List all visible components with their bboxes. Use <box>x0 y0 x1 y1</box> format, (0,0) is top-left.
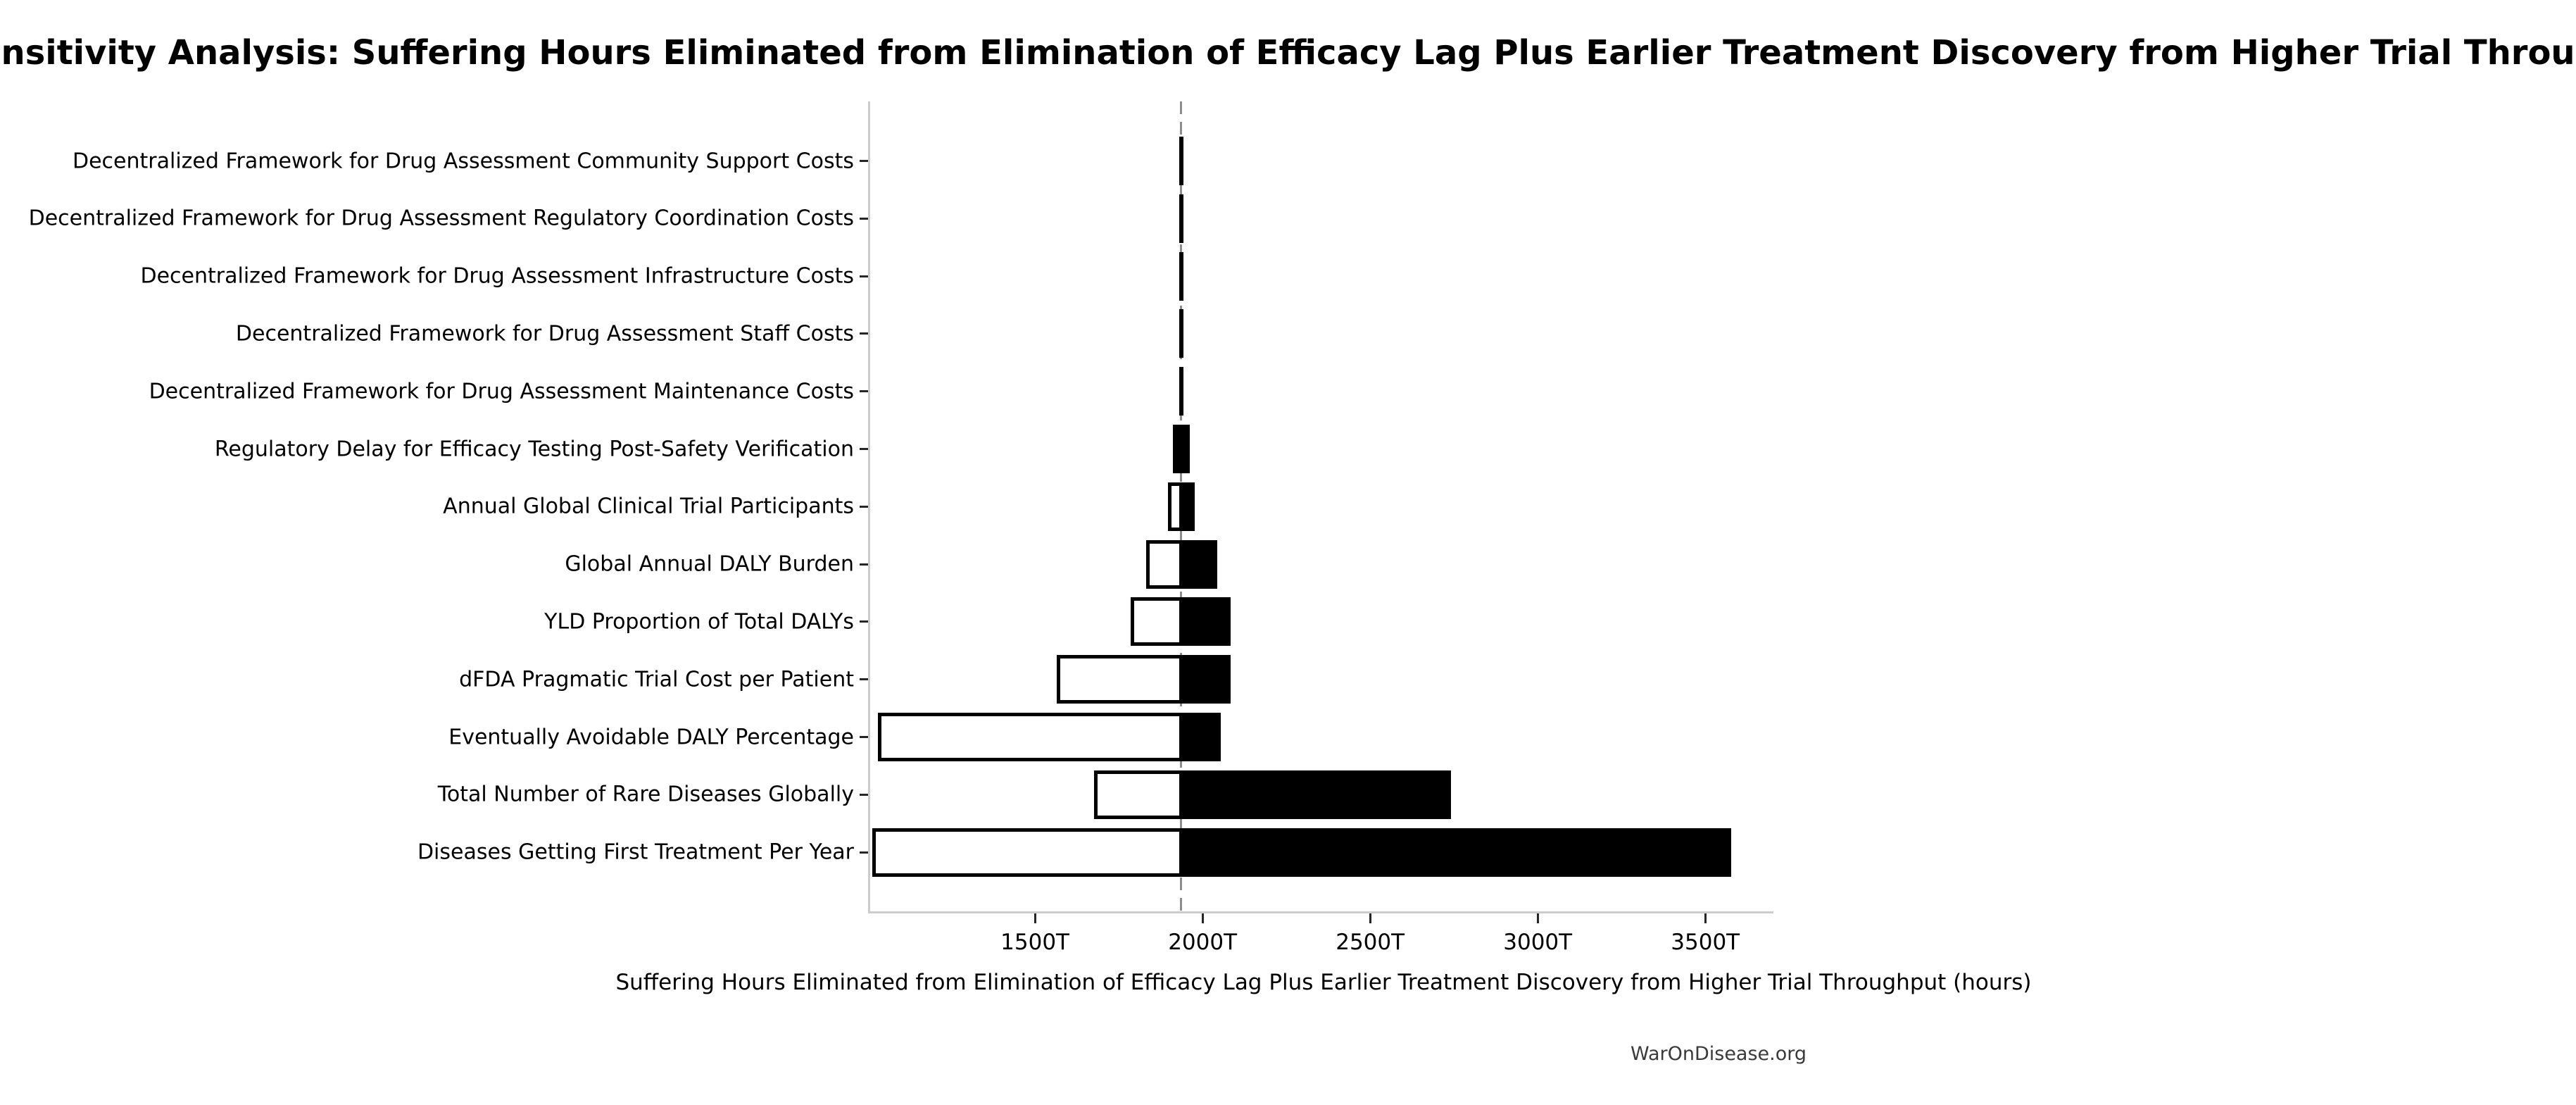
y-tick-mark <box>860 736 868 738</box>
tornado-bar <box>1179 309 1183 358</box>
x-tick-label: 3000T <box>1503 930 1573 955</box>
tornado-bar-high <box>1179 597 1231 647</box>
x-tick-mark <box>1033 913 1036 923</box>
y-axis-label: Total Number of Rare Diseases Globally <box>437 782 854 807</box>
tornado-bar-high <box>1179 482 1195 531</box>
y-axis-label: Regulatory Delay for Efficacy Testing Po… <box>214 437 854 461</box>
y-axis-label: Decentralized Framework for Drug Assessm… <box>28 206 854 231</box>
y-tick-mark <box>860 620 868 623</box>
tornado-bar-high <box>1179 770 1451 819</box>
tornado-bar-low <box>1145 539 1183 589</box>
y-tick-mark <box>860 793 868 796</box>
tornado-bar <box>1179 251 1184 301</box>
tornado-bar-high <box>1179 828 1731 877</box>
tornado-bar-low <box>1094 770 1183 819</box>
y-tick-mark <box>860 160 868 162</box>
tornado-bar <box>1179 367 1183 416</box>
tornado-chart-plot-area <box>860 101 1773 913</box>
tornado-bar <box>1179 194 1184 243</box>
y-axis-label: Eventually Avoidable DALY Percentage <box>448 725 854 749</box>
tornado-bar-low <box>1131 597 1183 647</box>
x-tick-label: 2000T <box>1168 930 1238 955</box>
x-axis-title: Suffering Hours Eliminated from Eliminat… <box>615 970 2032 995</box>
y-tick-mark <box>860 217 868 220</box>
tornado-bar-high <box>1179 713 1221 761</box>
y-tick-mark <box>860 851 868 854</box>
y-axis-label: Decentralized Framework for Drug Assessm… <box>140 263 854 289</box>
x-tick-label: 3500T <box>1671 930 1740 955</box>
y-axis-label: Diseases Getting First Treatment Per Yea… <box>417 839 854 865</box>
x-tick-label: 1500T <box>1000 930 1069 955</box>
y-axis-label: Annual Global Clinical Trial Participant… <box>443 494 854 519</box>
x-tick-mark <box>1704 913 1707 923</box>
y-axis-label: dFDA Pragmatic Trial Cost per Patient <box>459 667 854 692</box>
x-tick-mark <box>1201 913 1204 923</box>
y-tick-mark <box>860 332 868 335</box>
tornado-bar-high <box>1179 539 1218 589</box>
y-axis-label: Global Annual DALY Burden <box>565 551 854 577</box>
y-tick-mark <box>860 505 868 508</box>
tornado-bar <box>1173 425 1190 473</box>
tornado-bar-high <box>1179 655 1231 704</box>
chart-title: Sensitivity Analysis: Suffering Hours El… <box>0 33 2576 73</box>
y-tick-mark <box>860 275 868 277</box>
y-tick-mark <box>860 390 868 393</box>
x-tick-mark <box>1536 913 1539 923</box>
y-axis-label: Decentralized Framework for Drug Assessm… <box>73 149 854 173</box>
tornado-bar <box>1179 137 1184 185</box>
tornado-bar-low <box>877 713 1183 761</box>
y-tick-mark <box>860 678 868 681</box>
watermark-text: WarOnDisease.org <box>1630 1043 1807 1065</box>
y-tick-mark <box>860 563 868 566</box>
y-axis-label: Decentralized Framework for Drug Assessm… <box>149 379 854 404</box>
tornado-bar-low <box>1056 655 1183 704</box>
x-tick-label: 2500T <box>1336 930 1405 955</box>
tornado-bar-low <box>872 828 1183 877</box>
y-tick-mark <box>860 448 868 450</box>
x-tick-mark <box>1369 913 1371 923</box>
y-axis-label: YLD Proportion of Total DALYs <box>544 609 854 635</box>
y-axis-label: Decentralized Framework for Drug Assessm… <box>235 321 854 347</box>
